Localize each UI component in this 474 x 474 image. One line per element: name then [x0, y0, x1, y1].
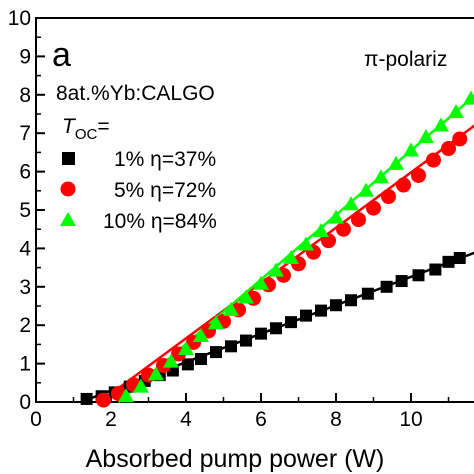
toc-subscript: OC: [75, 126, 98, 143]
y-tick-label: 10: [8, 7, 31, 30]
legend-marker-square: [62, 152, 75, 165]
data-point-circle: [411, 167, 426, 183]
data-point-square: [315, 304, 327, 317]
data-point-triangle: [403, 142, 419, 157]
data-point-triangle: [373, 169, 389, 184]
x-tick-label: 2: [105, 408, 117, 431]
legend-entry-3: 10% η=84%: [103, 210, 217, 233]
data-point-square: [240, 334, 252, 347]
data-point-square: [330, 299, 342, 312]
data-point-triangle: [283, 250, 299, 264]
data-point-triangle: [328, 209, 344, 224]
data-point-square: [225, 340, 237, 353]
data-point-square: [195, 352, 207, 365]
y-tick-label: 5: [19, 199, 31, 222]
data-point-circle: [396, 177, 411, 193]
data-point-square: [395, 275, 408, 288]
data-point-square: [412, 269, 425, 282]
data-point-triangle: [163, 353, 179, 368]
data-point-square: [442, 255, 455, 268]
x-tick-label: 6: [255, 408, 267, 431]
data-point-circle: [366, 200, 381, 216]
data-point-circle: [336, 221, 351, 237]
data-point-circle: [452, 131, 468, 147]
x-axis-title: Absorbed pump power (W): [86, 445, 385, 473]
data-point-square: [380, 280, 393, 293]
data-point-triangle: [358, 182, 374, 197]
axes: 012345678910024681012: [8, 7, 474, 431]
data-point-square: [210, 346, 222, 359]
data-point-circle: [351, 212, 366, 228]
data-point-triangle: [238, 289, 254, 304]
data-point-triangle: [208, 315, 224, 330]
data-point-square: [270, 322, 282, 335]
data-point-triangle: [178, 341, 194, 356]
y-tick-label: 0: [19, 391, 31, 414]
data-point-triangle: [133, 378, 149, 393]
y-tick-label: 1: [19, 353, 31, 376]
y-tick-label: 7: [19, 122, 31, 145]
data-point-triangle: [148, 366, 164, 381]
y-tick-label: 6: [19, 161, 31, 184]
data-point-triangle: [343, 196, 359, 211]
data-point-triangle: [433, 117, 449, 132]
data-point-triangle: [448, 104, 464, 119]
fit-lines: [80, 94, 474, 404]
toc-symbol: T: [62, 115, 77, 138]
data-point-square: [429, 263, 442, 276]
panel-label: a: [52, 36, 71, 74]
y-tick-label: 2: [19, 314, 31, 337]
plot-frame: [35, 17, 474, 403]
data-point-triangle: [253, 275, 269, 290]
y-tick-label: 4: [19, 237, 31, 260]
data-point-square: [453, 252, 466, 264]
data-point-triangle: [388, 155, 404, 170]
data-point-circle: [441, 141, 456, 157]
data-point-triangle: [193, 327, 209, 342]
x-tick-label: 8: [330, 408, 342, 431]
legend-marker-triangle: [60, 212, 76, 226]
data-point-triangle: [118, 388, 134, 403]
legend-entry-1: 1% η=37%: [114, 148, 216, 171]
toc-equals: =: [97, 115, 109, 138]
data-point-square: [255, 327, 267, 340]
data-point-square: [285, 316, 297, 329]
data-point-circle: [426, 152, 441, 168]
data-point-circle: [96, 392, 111, 408]
data-point-circle: [381, 189, 396, 205]
y-tick-label: 8: [19, 84, 31, 107]
data-point-square: [181, 358, 194, 371]
data-point-triangle: [268, 262, 284, 277]
data-point-triangle: [313, 223, 329, 238]
y-tick-label: 9: [19, 45, 31, 68]
polarization-label: π-polariz: [364, 48, 447, 71]
x-tick-label: 10: [399, 408, 422, 431]
legend: 1% η=37% 5% η=72% 10% η=84%: [60, 148, 217, 233]
data-point-triangle: [463, 90, 474, 105]
crystal-label: 8at.%Yb:CALGO: [56, 82, 215, 105]
data-point-triangle: [223, 301, 239, 316]
data-point-triangle: [418, 129, 434, 144]
data-point-square: [361, 287, 374, 300]
data-point-square: [80, 392, 93, 405]
data-point-square: [300, 309, 312, 322]
data-points: [80, 90, 474, 408]
data-point-triangle: [298, 236, 314, 251]
legend-entry-2: 5% η=72%: [114, 179, 216, 202]
toc-label: TOC=: [62, 115, 110, 143]
legend-marker-circle: [60, 181, 76, 197]
y-tick-label: 3: [19, 276, 31, 299]
data-point-square: [345, 294, 357, 307]
x-tick-label: 0: [30, 408, 42, 431]
x-tick-label: 4: [180, 408, 192, 431]
